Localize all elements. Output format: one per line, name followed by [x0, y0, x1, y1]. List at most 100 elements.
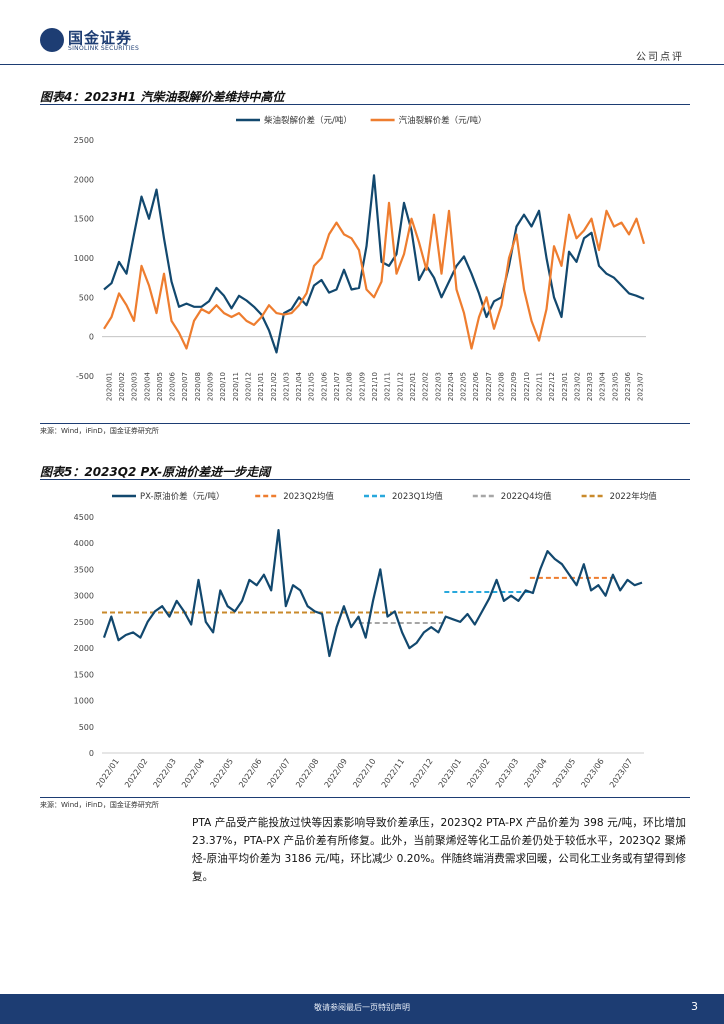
legend-label: 2023Q1均值: [392, 491, 443, 502]
x-tick-label: 2021/01: [257, 372, 265, 401]
x-tick-label: 2021/02: [270, 372, 278, 401]
x-tick-label: 2020/05: [156, 372, 164, 401]
x-tick-label: 2022/05: [460, 372, 468, 401]
y-tick-label: 1500: [74, 215, 94, 224]
y-tick-label: 3500: [74, 565, 94, 574]
y-tick-label: 500: [79, 723, 94, 732]
y-tick-label: 2000: [74, 175, 94, 184]
x-tick-label: 2020/04: [143, 371, 151, 401]
x-tick-label: 2022/03: [434, 372, 442, 401]
x-tick-label: 2022/11: [380, 757, 406, 789]
x-tick-label: 2023/06: [624, 371, 632, 401]
y-tick-label: 1000: [74, 254, 94, 263]
x-tick-label: 2022/07: [266, 757, 292, 789]
x-tick-label: 2022/08: [498, 372, 506, 401]
x-tick-label: 2023/06: [579, 757, 605, 789]
x-tick-label: 2021/07: [333, 372, 341, 401]
x-tick-label: 2021/04: [295, 371, 303, 401]
legend-label: 柴油裂解价差（元/吨）: [264, 115, 352, 126]
legend-label: 2022Q4均值: [501, 491, 552, 502]
x-tick-label: 2022/05: [209, 757, 235, 789]
x-tick-label: 2022/07: [485, 372, 493, 401]
x-tick-label: 2023/04: [522, 757, 548, 789]
x-tick-label: 2022/10: [351, 757, 377, 789]
doc-type: 公司点评: [636, 52, 684, 63]
x-tick-label: 2022/06: [472, 371, 480, 401]
x-tick-label: 2022/03: [152, 757, 178, 789]
x-tick-label: 2020/11: [232, 372, 240, 401]
footer-disclaimer: 敬请参阅最后一页特别声明: [314, 1003, 410, 1012]
x-tick-label: 2022/10: [523, 372, 531, 401]
x-tick-label: 2022/01: [409, 372, 417, 401]
y-tick-label: 1500: [74, 670, 94, 679]
x-tick-label: 2023/04: [599, 371, 607, 401]
y-tick-label: 4000: [74, 539, 94, 548]
x-tick-label: 2022/12: [548, 372, 556, 401]
x-tick-label: 2020/02: [118, 372, 126, 401]
x-tick-label: 2020/03: [131, 372, 139, 401]
body-paragraph: PTA 产品受产能投放过快等因素影响导致价差承压，2023Q2 PTA-PX 产…: [192, 817, 686, 883]
x-tick-label: 2020/09: [207, 372, 215, 401]
x-tick-label: 2022/08: [294, 757, 320, 789]
series-line: [102, 528, 643, 658]
x-tick-label: 2023/02: [465, 757, 491, 789]
page-number: 3: [691, 1000, 698, 1013]
x-tick-label: 2022/11: [535, 372, 543, 401]
figure5-bottom-rule: [40, 797, 690, 798]
x-tick-label: 2023/03: [586, 372, 594, 401]
y-tick-label: -500: [76, 372, 94, 381]
x-tick-label: 2021/03: [282, 372, 290, 401]
x-tick-label: 2021/05: [308, 372, 316, 401]
x-tick-label: 2021/06: [320, 371, 328, 401]
series-line: [103, 201, 646, 350]
x-tick-label: 2022/01: [94, 757, 120, 789]
footer-bar: [0, 994, 724, 1024]
figure5-source: 来源：Wind，iFinD，国金证券研究所: [40, 801, 159, 809]
brand-name: 国金证券: [68, 29, 133, 47]
x-tick-label: 2023/02: [573, 372, 581, 401]
figure4-chart: 2500 2000 1500 1000 500 0 -500 2020/01 2020/02 20…: [74, 115, 646, 401]
x-tick-label: 2023/03: [494, 757, 520, 789]
y-tick-label: 3000: [74, 592, 94, 601]
header-divider: [0, 64, 724, 65]
x-tick-label: 2021/08: [346, 372, 354, 401]
x-tick-label: 2020/08: [194, 372, 202, 401]
x-tick-label: 2023/05: [611, 372, 619, 401]
x-tick-label: 2022/04: [180, 757, 206, 789]
x-tick-label: 2023/07: [637, 372, 645, 401]
y-tick-label: 500: [79, 293, 94, 302]
brand-logo-icon: [40, 28, 64, 52]
series-line: [103, 174, 645, 354]
figure4-title: 图表4：2023H1 汽柴油裂解价差维持中高位: [40, 90, 285, 104]
x-tick-label: 2020/06: [169, 371, 177, 401]
x-tick-label: 2023/01: [437, 757, 463, 789]
legend-label: 2023Q2均值: [283, 491, 334, 502]
y-tick-label: 1000: [74, 697, 94, 706]
legend-label: PX-原油价差（元/吨）: [140, 491, 224, 502]
y-tick-label: 2500: [74, 136, 94, 145]
x-tick-label: 2020/10: [219, 372, 227, 401]
x-tick-label: 2021/09: [358, 372, 366, 401]
legend-label: 2022年均值: [610, 491, 658, 502]
x-tick-label: 2023/07: [608, 757, 634, 789]
x-tick-label: 2020/12: [244, 372, 252, 401]
x-tick-label: 2022/02: [123, 757, 149, 789]
x-tick-label: 2020/07: [181, 372, 189, 401]
figure5-title: 图表5：2023Q2 PX-原油价差进一步走阔: [40, 465, 271, 479]
x-tick-label: 2022/02: [422, 372, 430, 401]
brand-name-en: SINOLINK SECURITIES: [68, 45, 140, 52]
y-tick-label: 4500: [74, 513, 94, 522]
figure5-top-rule: [40, 479, 690, 480]
x-tick-label: 2023/01: [561, 372, 569, 401]
x-tick-label: 2022/12: [408, 757, 434, 789]
figure4-top-rule: [40, 104, 690, 105]
y-tick-label: 2500: [74, 618, 94, 627]
x-tick-label: 2020/01: [105, 372, 113, 401]
x-tick-label: 2023/05: [551, 757, 577, 789]
legend-label: 汽油裂解价差（元/吨）: [399, 115, 487, 126]
y-tick-label: 2000: [74, 644, 94, 653]
x-tick-label: 2022/09: [323, 757, 349, 789]
x-tick-label: 2022/09: [510, 372, 518, 401]
x-tick-label: 2021/12: [396, 372, 404, 401]
x-tick-label: 2021/11: [384, 372, 392, 401]
